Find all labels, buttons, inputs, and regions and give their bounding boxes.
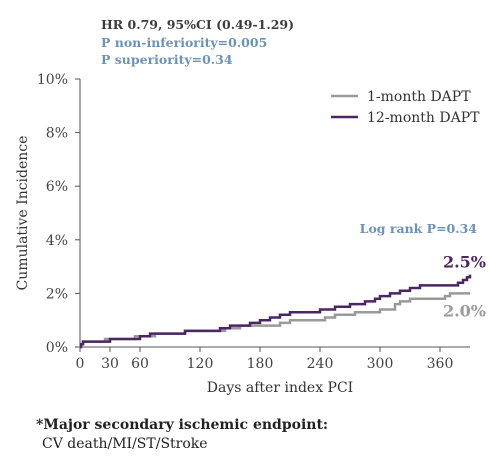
x-tick-label: 120: [187, 356, 214, 372]
y-tick-label: 4%: [46, 233, 68, 249]
footnote-title: *Major secondary ischemic endpoint:: [36, 417, 329, 433]
x-tick-label: 180: [247, 356, 274, 372]
y-tick-label: 6%: [46, 179, 68, 195]
x-axis-label: Days after index PCI: [207, 380, 353, 396]
y-tick-label: 0%: [46, 340, 68, 356]
x-tick-label: 0: [76, 356, 85, 372]
y-axis-label: Cumulative Incidence: [15, 136, 31, 291]
one-month-end-label: 2.0%: [443, 301, 486, 320]
y-tick-label: 10%: [37, 72, 68, 88]
x-tick-label: 240: [307, 356, 334, 372]
y-tick-label: 2%: [46, 286, 68, 302]
twelve-month-end-label: 2.5%: [443, 253, 486, 272]
x-tick-label: 300: [367, 356, 394, 372]
legend-label-twelve-month: 12-month DAPT: [367, 110, 480, 126]
x-tick-label: 60: [131, 356, 149, 372]
log-rank-text: Log rank P=0.34: [360, 221, 478, 236]
footnote-body: CV death/MI/ST/Stroke: [42, 436, 208, 452]
x-tick-label: 360: [427, 356, 454, 372]
kaplan-meier-chart: 0% 2% 4% 6% 8% 10% 0 30 60 120 180 240 300 360 Days af…: [15, 72, 486, 396]
p-superiority-text: P superiority=0.34: [101, 52, 233, 67]
p-non-inferiority-text: P non-inferiority=0.005: [101, 35, 268, 50]
twelve-month-dapt-curve: [79, 274, 472, 349]
y-tick-label: 8%: [46, 126, 68, 142]
hazard-ratio-text: HR 0.79, 95%CI (0.49-1.29): [101, 17, 295, 32]
legend-label-one-month: 1-month DAPT: [367, 89, 471, 105]
x-tick-label: 30: [101, 356, 119, 372]
